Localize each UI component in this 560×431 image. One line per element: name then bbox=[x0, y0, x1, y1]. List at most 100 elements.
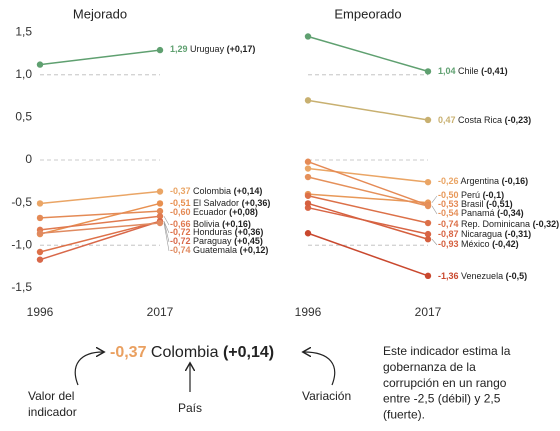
note: (fuerte). bbox=[383, 407, 425, 421]
country-name: Brasil bbox=[461, 199, 484, 209]
slope-line bbox=[307, 202, 429, 240]
point bbox=[304, 192, 312, 199]
point bbox=[424, 178, 432, 186]
change-label: (-0,41) bbox=[481, 66, 508, 76]
point bbox=[156, 213, 164, 220]
country-name: Venezuela bbox=[461, 271, 503, 281]
point bbox=[36, 200, 44, 207]
point bbox=[36, 214, 44, 222]
caption: Variación bbox=[302, 389, 351, 403]
x-tick-label: 1996 bbox=[27, 305, 54, 319]
y-tick-label: -1,0 bbox=[11, 237, 32, 251]
change-label: (-0,23) bbox=[505, 115, 532, 125]
country-name: Perú bbox=[461, 190, 480, 200]
value-label: -0,72 bbox=[170, 227, 191, 237]
change-label: (-0,16) bbox=[502, 176, 529, 186]
leader bbox=[163, 221, 170, 234]
value-label: -0,37 bbox=[170, 186, 191, 196]
note: gobernanza de la bbox=[383, 360, 476, 374]
data-label: -0,54 Panamá (-0,34) bbox=[438, 208, 524, 218]
data-label: 1,04 Chile (-0,41) bbox=[438, 66, 508, 76]
value-label: -0,93 bbox=[438, 239, 459, 249]
country-name: Paraguay bbox=[193, 236, 232, 246]
point bbox=[304, 173, 312, 181]
slope-line bbox=[39, 49, 161, 66]
slope-line bbox=[307, 167, 429, 183]
change-label: (-0,31) bbox=[505, 229, 532, 239]
country-name: Chile bbox=[458, 66, 479, 76]
panel-title: Empeorado bbox=[334, 6, 401, 21]
country-name: Guatemala bbox=[193, 245, 237, 255]
data-label: -0,53 Brasil (-0,51) bbox=[438, 199, 513, 209]
x-tick-label: 2017 bbox=[415, 305, 442, 319]
slope-line bbox=[307, 35, 429, 73]
caption: País bbox=[178, 401, 202, 415]
country-name: El Salvador bbox=[193, 198, 239, 208]
data-label: 0,47 Costa Rica (-0,23) bbox=[438, 115, 531, 125]
country-name: Uruguay bbox=[190, 44, 225, 54]
change-label: (+0,12) bbox=[240, 245, 269, 255]
change-label: (-0,42) bbox=[492, 239, 519, 249]
data-label: -0,72 Paraguay (+0,45) bbox=[170, 236, 263, 246]
data-label: -1,36 Venezuela (-0,5) bbox=[438, 271, 527, 281]
value-label: -0,50 bbox=[438, 190, 459, 200]
leader bbox=[163, 221, 170, 243]
data-label: -0,72 Honduras (+0,36) bbox=[170, 227, 263, 237]
leader bbox=[163, 222, 170, 252]
point bbox=[156, 188, 164, 195]
leader bbox=[163, 216, 170, 226]
country-name: Panamá bbox=[461, 208, 495, 218]
slope-line bbox=[39, 202, 161, 235]
country-name: Ecuador bbox=[193, 207, 227, 217]
y-tick-label: 1,5 bbox=[15, 24, 32, 38]
value-label: -0,53 bbox=[438, 199, 459, 209]
value-label: -0,74 bbox=[170, 245, 191, 255]
slope-line bbox=[307, 195, 429, 224]
point bbox=[304, 165, 312, 172]
panel-title: Mejorado bbox=[73, 6, 127, 21]
change-label: (-0,1) bbox=[483, 190, 505, 200]
country-name: Colombia bbox=[193, 186, 231, 196]
country-name: Nicaragua bbox=[461, 229, 502, 239]
point bbox=[156, 46, 164, 54]
value-label: 1,29 bbox=[170, 44, 188, 54]
value-label: -0,54 bbox=[438, 208, 459, 218]
point bbox=[36, 248, 44, 256]
slope-line bbox=[307, 99, 429, 121]
slope-line bbox=[39, 210, 161, 219]
slope-line bbox=[307, 232, 429, 277]
value-label: 0,47 bbox=[438, 115, 456, 125]
note: entre -2,5 (débil) y 2,5 bbox=[383, 392, 501, 406]
point bbox=[156, 219, 164, 227]
value-label: -0,66 bbox=[170, 219, 191, 229]
country-name: Rep. Dominicana bbox=[461, 219, 530, 229]
point bbox=[304, 158, 312, 165]
slope-line bbox=[39, 190, 161, 205]
point bbox=[424, 68, 432, 75]
caption: indicador bbox=[28, 405, 77, 419]
data-label: -0,87 Nicaragua (-0,31) bbox=[438, 229, 531, 239]
data-label: -0,51 El Salvador (+0,36) bbox=[170, 198, 270, 208]
point bbox=[36, 61, 44, 68]
y-tick-label: -1,5 bbox=[11, 280, 32, 294]
data-label: -0,93 México (-0,42) bbox=[438, 239, 519, 249]
value-label: -0,72 bbox=[170, 236, 191, 246]
change-label: (+0,08) bbox=[229, 207, 258, 217]
note: Este indicador estima la bbox=[383, 344, 511, 358]
change-label: (-0,32) bbox=[533, 219, 560, 229]
change-label: (-0,51) bbox=[486, 199, 513, 209]
data-label: 1,29 Uruguay (+0,17) bbox=[170, 44, 255, 54]
legend-name: Colombia bbox=[151, 344, 219, 361]
y-tick-label: 0 bbox=[25, 152, 32, 166]
country-name: Bolivia bbox=[193, 219, 220, 229]
change-label: (+0,16) bbox=[222, 219, 251, 229]
legend-sample: -0,37 Colombia (+0,14) bbox=[110, 344, 274, 361]
legend-example: -0,37 Colombia (+0,14) Valor del indicad… bbox=[28, 344, 351, 419]
data-label: -0,74 Rep. Dominicana (-0,32) bbox=[438, 219, 559, 229]
data-label: -0,37 Colombia (+0,14) bbox=[170, 186, 262, 196]
point bbox=[424, 236, 432, 243]
data-label: -0,74 Guatemala (+0,12) bbox=[170, 245, 268, 255]
point bbox=[424, 202, 432, 210]
data-label: -0,50 Perú (-0,1) bbox=[438, 190, 504, 200]
